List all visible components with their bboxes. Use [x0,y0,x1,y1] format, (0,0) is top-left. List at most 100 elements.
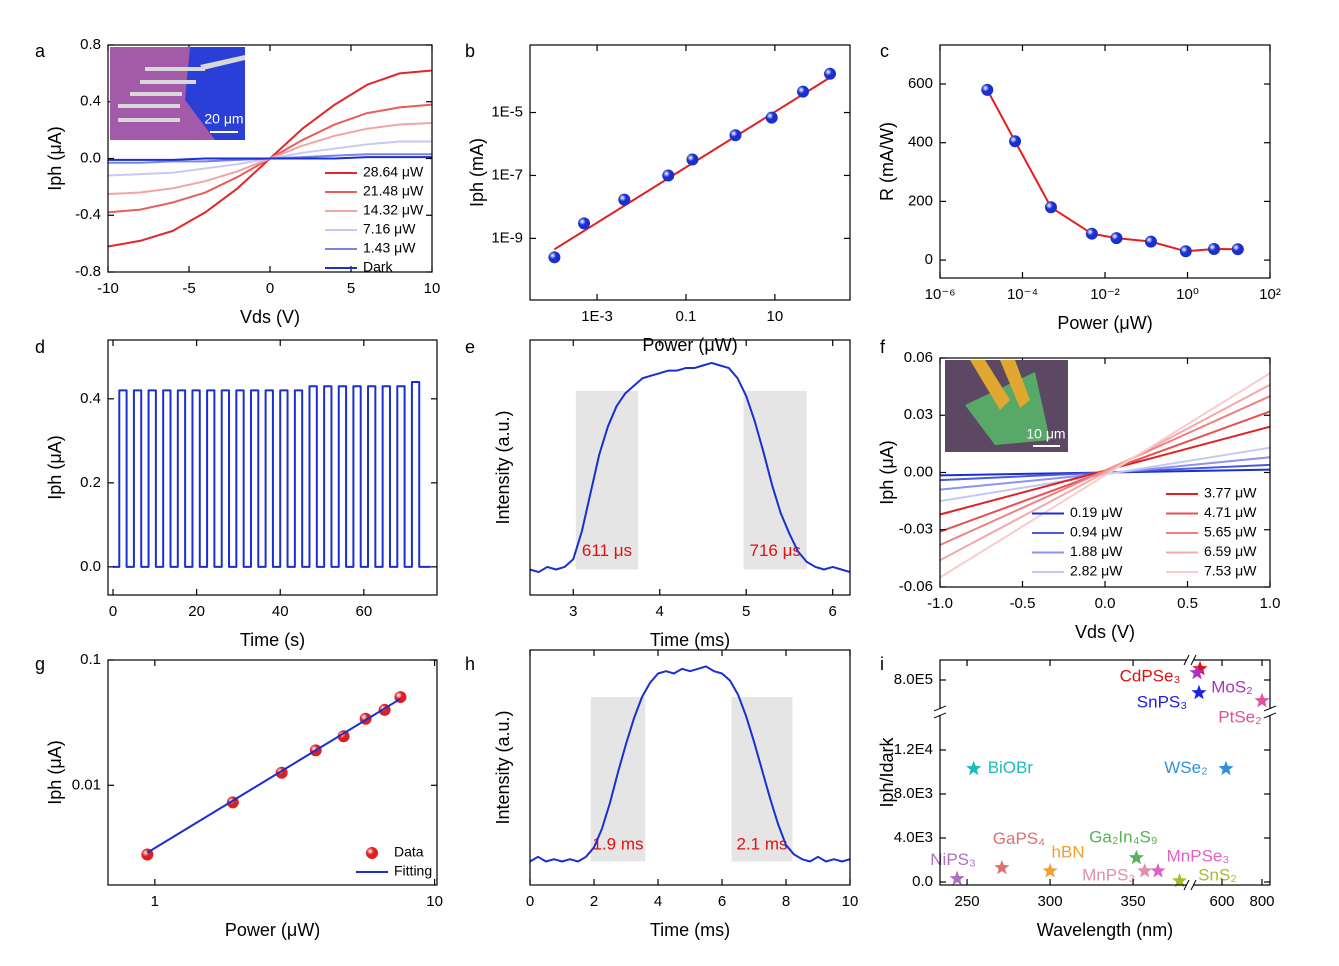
panel-label: g [35,654,45,674]
inset-flake [965,372,1050,445]
x-tick-label: 5 [347,280,355,297]
x-tick-label: 2 [590,893,598,910]
x-tick-label: -5 [182,280,195,297]
region-label: 716 μs [749,541,800,560]
x-tick-label: 10⁻⁴ [1007,286,1038,303]
x-tick-label: -0.5 [1010,595,1036,612]
x-tick-label: 0.5 [1177,595,1198,612]
x-tick-label: 0 [526,893,534,910]
x-tick-label: 300 [1038,893,1063,910]
plot-frame [939,659,1271,886]
series-line [939,395,1271,546]
legend-label: 0.19 μW [1070,504,1123,520]
point-label: CdPSe₃ [1120,666,1181,685]
series-line [939,372,1271,579]
region-label: 1.9 ms [592,835,643,854]
y-tick-label: 0.1 [80,651,101,668]
y-tick-label: 0.2 [80,474,101,491]
panel-label: e [465,337,475,357]
y-axis-label: R (mA/W) [877,122,897,201]
x-axis-label: Wavelength (nm) [1037,920,1173,940]
star-point [1192,660,1208,676]
y-tick-label: 0.4 [80,93,101,110]
data-point [1110,232,1123,245]
data-point [797,85,810,98]
x-axis-label: Power (μW) [642,335,737,355]
point-label: BiOBr [988,758,1034,777]
x-tick-label: 0.1 [676,308,697,325]
axis-break [933,712,947,719]
point-label: GaPS₄ [993,829,1045,848]
y-axis-label: Iph (μA) [45,435,65,499]
x-axis-label: Time (ms) [650,920,730,940]
panel-label: a [35,41,46,61]
x-tick-label: 10 [426,893,443,910]
point-label: MnPSe₃ [1167,846,1230,865]
point-label: PtSe₂ [1218,707,1261,726]
legend-label: 2.82 μW [1070,563,1123,579]
y-tick-label: 8.0E3 [894,785,933,802]
series-line [113,381,431,568]
region-label: 611 μs [582,541,632,560]
plot-frame [529,649,851,886]
inset-electrode [140,80,196,84]
axis-break [1183,879,1190,891]
star-point [1218,760,1234,776]
inset-electrode [118,104,180,108]
axis-break [933,705,947,712]
legend-label: 14.32 μW [363,202,424,218]
x-tick-label: 600 [1209,893,1234,910]
legend-label: Data [394,844,424,860]
legend-label: Dark [363,259,394,275]
panel-label: c [880,41,889,61]
star-point [1189,664,1205,680]
legend-label: 6.59 μW [1204,543,1257,559]
data-point [686,153,699,166]
x-tick-label: 10⁰ [1176,286,1199,303]
point-label: WSe₂ [1164,758,1207,777]
y-tick-label: -0.03 [899,521,933,538]
panel-label: b [465,41,475,61]
axis-break [1190,879,1197,891]
star-point [994,859,1010,875]
x-tick-label: 6 [718,893,726,910]
axis-break [1266,708,1274,715]
legend-label: 4.71 μW [1204,504,1257,520]
data-point [662,169,675,182]
y-tick-label: -0.4 [75,206,101,223]
axis-break [1183,654,1190,666]
legend-label: 1.43 μW [363,240,416,256]
x-axis-label: Vds (V) [1075,622,1135,642]
data-point [1144,235,1157,248]
region-label: 2.1 ms [736,835,787,854]
star-point [1128,849,1144,865]
x-axis-label: Vds (V) [240,307,300,327]
plot-frame [939,44,1271,279]
plot-frame [529,339,851,596]
x-tick-label: 6 [829,603,837,620]
series-line [529,665,851,863]
y-tick-label: 0.8 [80,36,101,53]
data-point [1009,135,1022,148]
y-axis-label: Iph/Idark [877,736,897,807]
data-point [824,67,837,80]
y-tick-label: 8.0E5 [894,671,933,688]
y-tick-label: 0 [925,251,933,268]
axis-break [936,708,944,715]
y-axis-label: Intensity (a.u.) [493,410,513,524]
inset-electrode [970,360,1010,410]
x-axis-label: Power (μW) [225,920,320,940]
inset-electrode [200,55,245,70]
y-tick-label: 600 [908,75,933,92]
y-tick-label: -0.06 [899,578,933,595]
y-axis-label: Iph (mA) [467,138,487,207]
legend-label: 0.94 μW [1070,524,1123,540]
shaded-region [575,391,639,570]
inset-electrode [130,92,182,96]
y-tick-label: 0.0 [80,149,101,166]
data-point [578,217,591,230]
x-tick-label: 0.0 [1095,595,1116,612]
x-tick-label: -1.0 [927,595,953,612]
data-point [729,129,742,142]
